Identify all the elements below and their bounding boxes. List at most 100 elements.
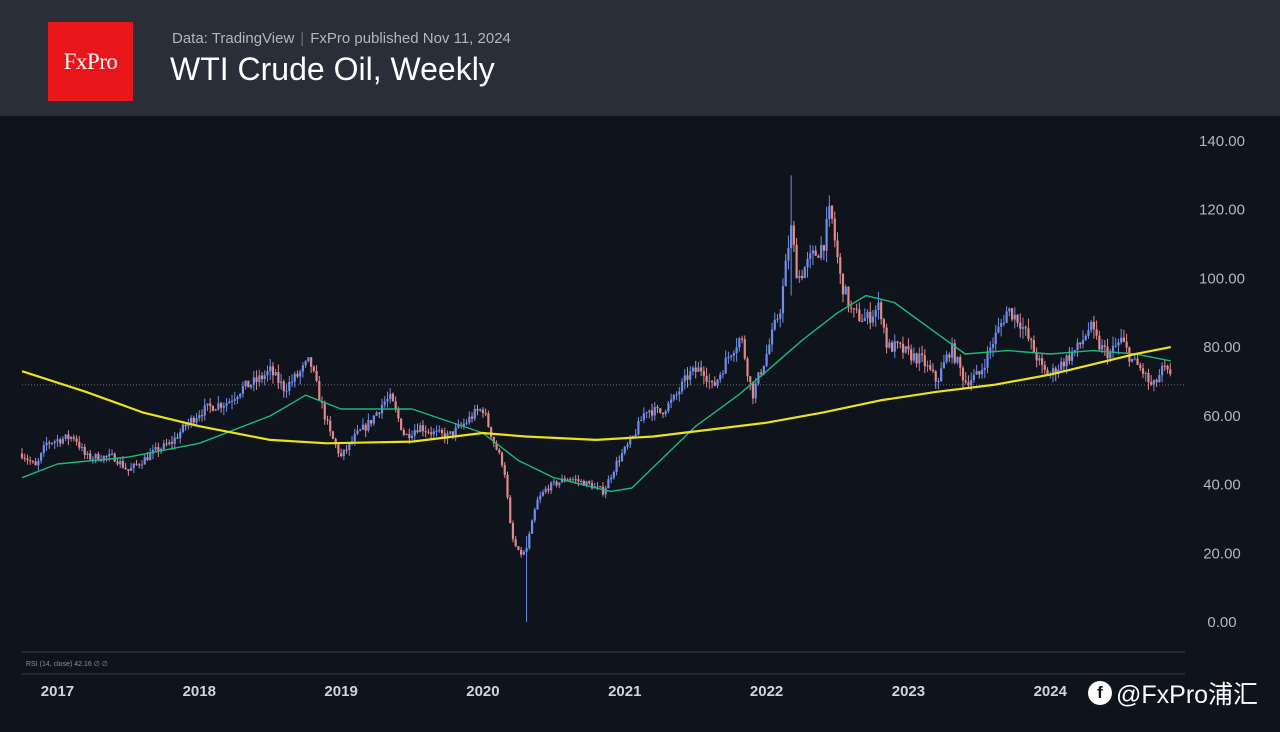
candle-body	[457, 425, 460, 428]
y-axis: 140.00 120.00 100.00 80.00 60.00 40.00 20.00 0.…	[1199, 133, 1245, 631]
candle-body	[1150, 382, 1153, 385]
candle-body	[386, 399, 389, 402]
candle-body	[740, 338, 744, 340]
candle-body	[623, 446, 626, 454]
candle-body	[427, 431, 430, 433]
x-tick-label: 2021	[608, 683, 641, 700]
candle-body	[1111, 345, 1115, 353]
candle-body	[880, 302, 883, 320]
candle-body	[64, 434, 67, 439]
chart-meta: Data: TradingView | FxPro published Nov 11…	[172, 30, 511, 47]
candle-body	[462, 423, 465, 426]
candle-body	[383, 401, 386, 405]
candle-body	[787, 248, 790, 261]
candle-body	[378, 412, 381, 414]
candle-body	[599, 486, 602, 488]
candle-body	[645, 412, 648, 414]
price-chart[interactable]: 140.00 120.00 100.00 80.00 60.00 40.00 20.00 0.…	[0, 116, 1280, 732]
candle-body	[721, 373, 725, 375]
candle-body	[1076, 342, 1079, 350]
candle-body	[342, 449, 345, 457]
candle-body	[162, 443, 165, 449]
candle-body	[798, 275, 801, 279]
candle-body	[830, 205, 834, 219]
candle-body	[50, 443, 54, 445]
y-tick-label: 20.00	[1203, 545, 1241, 562]
candle-body	[1087, 330, 1090, 336]
candle-body	[165, 443, 168, 445]
candle-body	[465, 422, 468, 424]
candle-body	[356, 430, 359, 434]
candle-body	[203, 405, 206, 416]
candle-body	[708, 380, 711, 382]
candle-body	[520, 549, 523, 555]
candle-body	[263, 375, 266, 379]
y-tick-label: 100.00	[1199, 270, 1245, 287]
candle-body	[443, 433, 446, 439]
candle-body	[874, 309, 877, 317]
candle-body	[285, 390, 288, 392]
candle-body	[53, 441, 56, 444]
candle-body	[318, 380, 321, 401]
candle-body	[929, 365, 932, 370]
candle-body	[1010, 308, 1014, 320]
candle-body	[451, 431, 455, 436]
indicator-label: RSI (14, close) 42.16 ∅ ∅	[26, 661, 108, 668]
candle-body	[487, 413, 490, 428]
candle-body	[923, 355, 926, 367]
candle-body	[773, 319, 776, 330]
candle-body	[970, 380, 973, 386]
candle-body	[855, 308, 858, 310]
candle-body	[661, 412, 665, 415]
candle-body	[945, 354, 948, 363]
candle-body	[735, 347, 738, 354]
candle-body	[937, 380, 940, 382]
candle-body	[746, 358, 749, 377]
candle-body	[904, 346, 907, 353]
candle-body	[580, 480, 583, 482]
fxpro-logo: FxPro	[48, 22, 133, 101]
candle-body	[490, 427, 493, 438]
candle-body	[934, 371, 937, 382]
candle-body	[642, 413, 645, 420]
candle-body	[989, 347, 992, 352]
candle-body	[781, 286, 785, 314]
candle-body	[1090, 321, 1093, 331]
candle-body	[648, 410, 651, 413]
candle-body	[470, 416, 474, 419]
candle-body	[912, 353, 915, 361]
candle-body	[847, 286, 850, 308]
candle-body	[184, 424, 187, 427]
candle-body	[353, 433, 356, 442]
candle-body	[858, 309, 861, 321]
candle-body	[293, 373, 296, 382]
candle-body	[367, 420, 370, 431]
candle-body	[326, 419, 329, 421]
candle-body	[1103, 345, 1106, 347]
candle-body	[252, 377, 255, 385]
candle-body	[506, 474, 509, 498]
candle-body	[1158, 375, 1161, 383]
candle-body	[953, 343, 956, 363]
candle-body	[211, 406, 215, 411]
candle-body	[738, 338, 741, 348]
candle-body	[1081, 340, 1085, 345]
candle-body	[83, 447, 86, 455]
candle-body	[143, 457, 146, 465]
candle-body	[1065, 355, 1068, 367]
candle-body	[61, 438, 65, 444]
candle-body	[558, 482, 561, 486]
candle-body	[672, 395, 675, 400]
candle-body	[331, 431, 335, 439]
candle-body	[1095, 329, 1098, 336]
candle-body	[67, 434, 70, 440]
candle-body	[1070, 352, 1074, 361]
candle-body	[1155, 380, 1158, 383]
candle-body	[1027, 328, 1030, 339]
candle-body	[23, 457, 26, 459]
candle-body	[918, 353, 921, 364]
candle-body	[803, 267, 806, 279]
candle-body	[1139, 364, 1142, 369]
candle-body	[983, 367, 986, 370]
candle-body	[26, 458, 29, 461]
